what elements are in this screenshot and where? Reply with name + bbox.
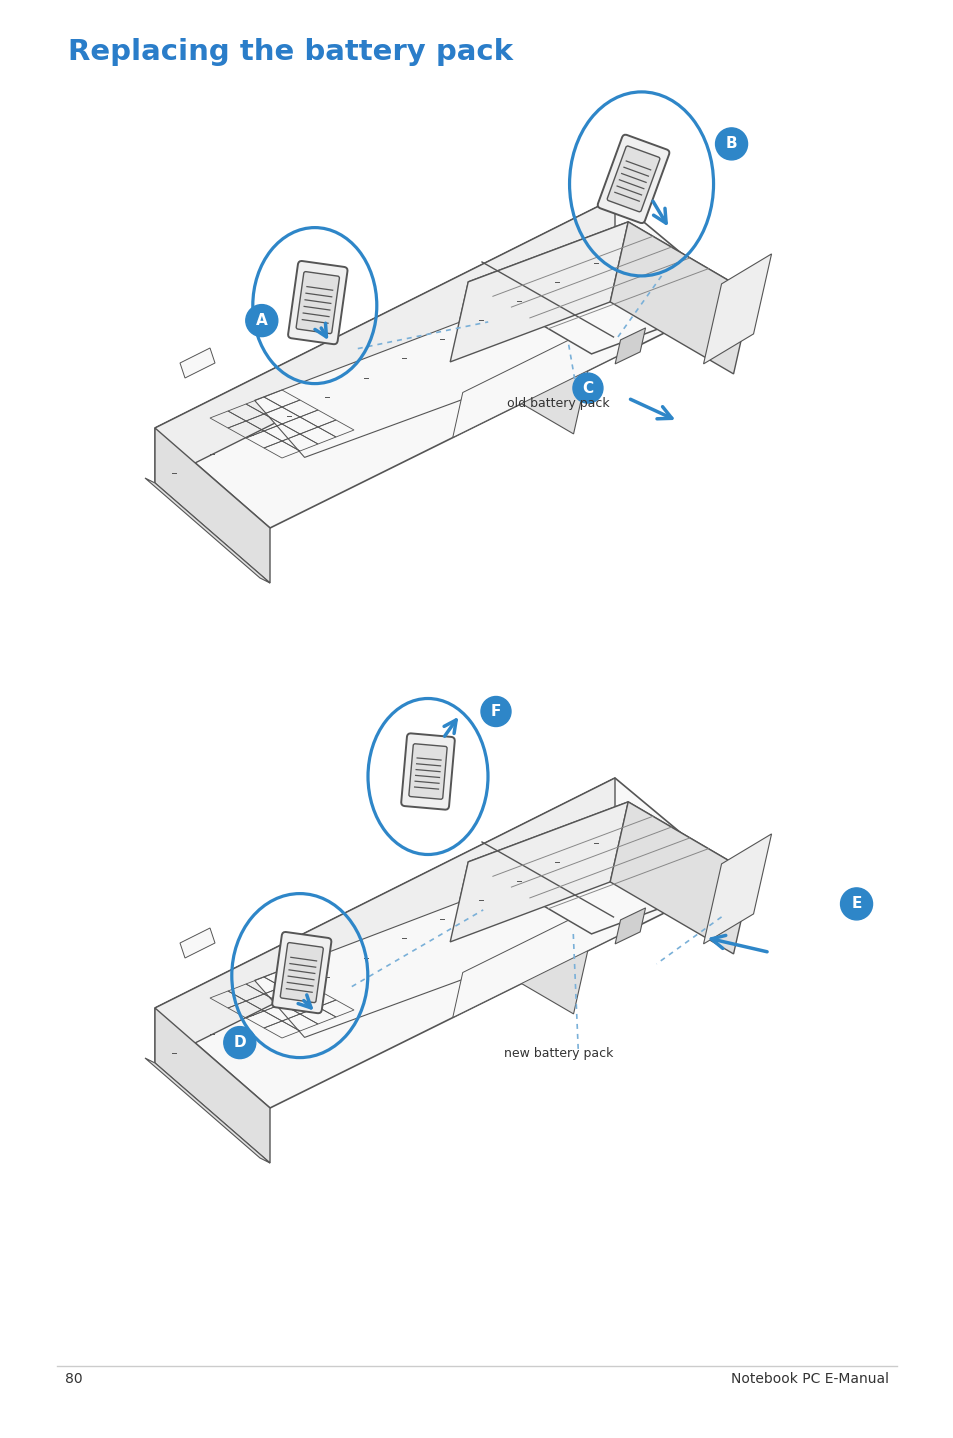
- Polygon shape: [254, 877, 604, 1037]
- Text: 80: 80: [65, 1372, 83, 1386]
- Text: Replacing the battery pack: Replacing the battery pack: [68, 37, 513, 66]
- FancyBboxPatch shape: [598, 135, 669, 223]
- Polygon shape: [610, 221, 751, 374]
- Text: E: E: [850, 896, 861, 912]
- Polygon shape: [154, 429, 270, 582]
- Polygon shape: [468, 221, 751, 354]
- Polygon shape: [610, 802, 751, 953]
- Text: old battery pack: old battery pack: [506, 397, 609, 410]
- Text: B: B: [725, 137, 737, 151]
- Text: Notebook PC E-Manual: Notebook PC E-Manual: [730, 1372, 888, 1386]
- FancyBboxPatch shape: [409, 743, 447, 800]
- FancyBboxPatch shape: [280, 943, 323, 1002]
- Polygon shape: [154, 198, 615, 483]
- Text: A: A: [255, 313, 268, 328]
- Circle shape: [840, 887, 872, 920]
- FancyBboxPatch shape: [288, 260, 347, 344]
- Text: C: C: [581, 381, 593, 395]
- Text: D: D: [233, 1035, 246, 1050]
- Polygon shape: [453, 880, 648, 1018]
- Polygon shape: [453, 301, 648, 437]
- Text: F: F: [490, 705, 500, 719]
- Polygon shape: [450, 802, 627, 942]
- Polygon shape: [154, 778, 734, 1109]
- Polygon shape: [615, 907, 645, 943]
- FancyBboxPatch shape: [606, 147, 659, 211]
- Polygon shape: [154, 198, 734, 528]
- Polygon shape: [702, 834, 771, 943]
- Polygon shape: [450, 221, 627, 362]
- Polygon shape: [468, 802, 751, 933]
- Circle shape: [573, 372, 602, 403]
- Polygon shape: [145, 477, 270, 582]
- Polygon shape: [154, 778, 615, 1063]
- Circle shape: [715, 128, 747, 160]
- Polygon shape: [180, 348, 214, 378]
- Circle shape: [480, 696, 511, 726]
- Circle shape: [224, 1027, 255, 1058]
- Polygon shape: [702, 255, 771, 364]
- Polygon shape: [615, 328, 645, 364]
- Polygon shape: [254, 298, 604, 457]
- FancyBboxPatch shape: [272, 932, 331, 1014]
- Polygon shape: [450, 282, 591, 434]
- Polygon shape: [450, 861, 591, 1014]
- Text: new battery pack: new battery pack: [503, 1047, 612, 1060]
- Polygon shape: [180, 928, 214, 958]
- Circle shape: [246, 305, 277, 336]
- Polygon shape: [154, 1008, 270, 1163]
- FancyBboxPatch shape: [401, 733, 455, 810]
- Polygon shape: [145, 1058, 270, 1163]
- FancyBboxPatch shape: [295, 272, 339, 334]
